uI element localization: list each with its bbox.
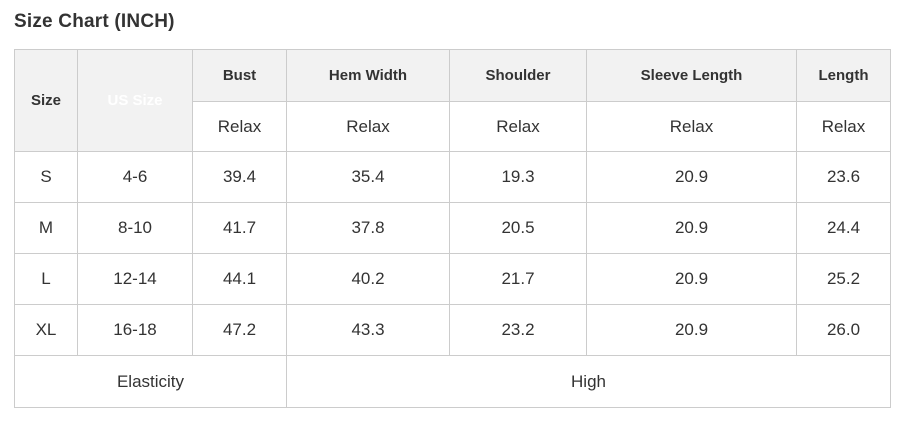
fit-type-cell-sleeve-length: Relax xyxy=(586,101,797,152)
hem-width-cell: 43.3 xyxy=(286,304,450,356)
bust-cell: 41.7 xyxy=(192,202,287,254)
elasticity-row: Elasticity High xyxy=(14,355,891,408)
table-row-s: S 4-6 39.4 35.4 19.3 20.9 23.6 xyxy=(14,151,891,203)
elasticity-label-cell: Elasticity xyxy=(14,355,287,408)
size-chart-page: Size Chart (INCH) Size US Size Bust Hem … xyxy=(14,11,891,408)
fit-type-cell-hem-width: Relax xyxy=(286,101,450,152)
sleeve-length-cell: 20.9 xyxy=(586,151,797,203)
table-row-xl: XL 16-18 47.2 43.3 23.2 20.9 26.0 xyxy=(14,304,891,356)
us-size-cell: 16-18 xyxy=(77,304,193,356)
length-cell: 26.0 xyxy=(796,304,891,356)
us-size-cell: 8-10 xyxy=(77,202,193,254)
col-header-length: Length xyxy=(796,49,891,102)
header-row: Size US Size Bust Hem Width Shoulder Sle… xyxy=(14,49,891,152)
us-size-cell: 12-14 xyxy=(77,253,193,305)
col-header-size: Size xyxy=(14,49,78,152)
us-size-cell: 4-6 xyxy=(77,151,193,203)
size-cell: M xyxy=(14,202,78,254)
length-cell: 25.2 xyxy=(796,253,891,305)
col-header-bust: Bust xyxy=(192,49,287,102)
col-header-hem-width: Hem Width xyxy=(286,49,450,102)
bust-cell: 39.4 xyxy=(192,151,287,203)
size-cell: XL xyxy=(14,304,78,356)
sleeve-length-cell: 20.9 xyxy=(586,202,797,254)
sleeve-length-cell: 20.9 xyxy=(586,253,797,305)
size-chart-table: Size US Size Bust Hem Width Shoulder Sle… xyxy=(14,49,891,408)
fit-type-row: Relax Relax Relax Relax Relax xyxy=(15,101,891,152)
size-cell: L xyxy=(14,253,78,305)
size-cell: S xyxy=(14,151,78,203)
table-row-l: L 12-14 44.1 40.2 21.7 20.9 25.2 xyxy=(14,253,891,305)
bust-cell: 47.2 xyxy=(192,304,287,356)
shoulder-cell: 21.7 xyxy=(449,253,587,305)
sleeve-length-cell: 20.9 xyxy=(586,304,797,356)
fit-type-cell-length: Relax xyxy=(796,101,891,152)
page-title: Size Chart (INCH) xyxy=(14,11,175,32)
hem-width-cell: 35.4 xyxy=(286,151,450,203)
fit-type-cell-bust: Relax xyxy=(192,101,287,152)
shoulder-cell: 19.3 xyxy=(449,151,587,203)
length-cell: 23.6 xyxy=(796,151,891,203)
fit-type-cell-shoulder: Relax xyxy=(449,101,587,152)
bust-cell: 44.1 xyxy=(192,253,287,305)
shoulder-cell: 20.5 xyxy=(449,202,587,254)
table-row-m: M 8-10 41.7 37.8 20.5 20.9 24.4 xyxy=(14,202,891,254)
length-cell: 24.4 xyxy=(796,202,891,254)
col-header-us-size: US Size xyxy=(77,49,193,152)
shoulder-cell: 23.2 xyxy=(449,304,587,356)
elasticity-value-cell: High xyxy=(286,355,891,408)
hem-width-cell: 40.2 xyxy=(286,253,450,305)
col-header-sleeve-length: Sleeve Length xyxy=(586,49,797,102)
col-header-shoulder: Shoulder xyxy=(449,49,587,102)
hem-width-cell: 37.8 xyxy=(286,202,450,254)
